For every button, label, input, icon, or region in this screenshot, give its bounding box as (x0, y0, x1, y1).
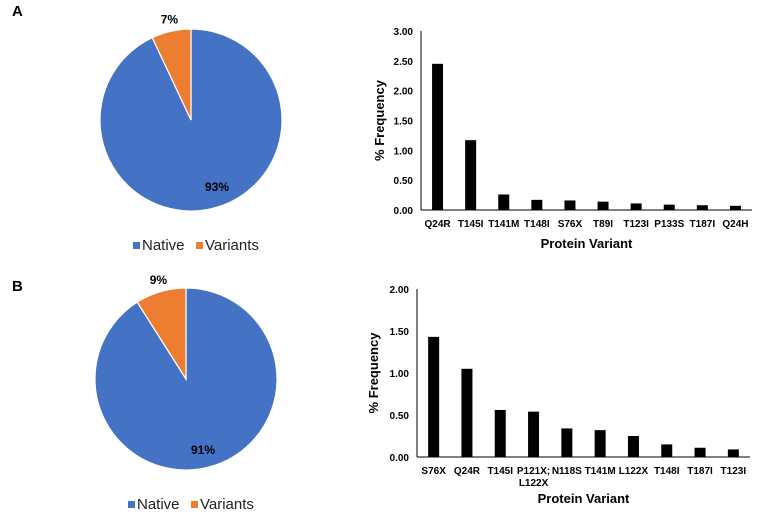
y-tick-label: 0.00 (394, 206, 414, 217)
bar (498, 194, 510, 210)
x-tick-label: T141M (488, 219, 519, 230)
x-tick-label: T187I (690, 219, 716, 230)
x-tick-label: Q24H (722, 219, 748, 230)
pie-slice-variants (136, 287, 187, 382)
y-tick-label: 1.00 (390, 369, 410, 380)
x-tick-label: P121X; L122X (517, 466, 550, 489)
x-tick-label: T148I (524, 219, 550, 230)
x-tick-label: T145I (487, 466, 513, 477)
y-tick-label: 0.50 (390, 411, 410, 422)
bar (597, 201, 609, 210)
legend-label-variants: Variants (200, 496, 254, 513)
bar (729, 205, 741, 210)
y-tick-label: 1.00 (394, 146, 414, 157)
y-tick-label: 1.50 (390, 327, 410, 338)
x-tick-label: Q24R (424, 219, 451, 230)
x-tick-label: T141M (585, 466, 616, 477)
x-tick-label: T89I (593, 219, 613, 230)
legend-label-native: Native (142, 237, 185, 254)
data-label-variants: 9% (150, 273, 168, 287)
bar (661, 444, 673, 457)
y-axis-title: % Frequency (366, 332, 381, 414)
x-tick-label: T123I (721, 466, 747, 477)
bar (630, 203, 642, 210)
x-tick-label: L122X (619, 466, 649, 477)
bar (494, 409, 506, 457)
data-label-variants: 7% (161, 12, 179, 26)
y-tick-label: 2.00 (394, 87, 414, 98)
y-tick-label: 2.50 (394, 57, 414, 68)
bar (696, 205, 708, 210)
x-tick-label: T145I (458, 219, 484, 230)
bar (465, 140, 477, 210)
bar (727, 449, 739, 457)
y-tick-label: 2.00 (390, 285, 410, 296)
legend-label-variants: Variants (205, 237, 259, 254)
bar (561, 428, 573, 457)
data-label-native: 91% (191, 443, 215, 457)
x-tick-label: P133S (654, 219, 684, 230)
bar (428, 336, 440, 457)
y-tick-label: 0.50 (394, 176, 414, 187)
legend-label-native: Native (137, 496, 180, 513)
x-tick-label: T123I (623, 219, 649, 230)
data-label-native: 93% (205, 180, 229, 194)
y-axis-title: % Frequency (372, 79, 387, 161)
legend-swatch-variants (196, 242, 203, 249)
x-tick-label: S76X (421, 466, 446, 477)
legend-swatch-native (133, 242, 140, 249)
bar (461, 368, 473, 457)
bar (531, 199, 543, 210)
legend-swatch-native (128, 501, 135, 508)
legend-swatch-variants (191, 501, 198, 508)
bar (594, 430, 606, 457)
panel-label-b: B (12, 278, 23, 295)
bar (432, 63, 444, 210)
panel-label-a: A (12, 3, 23, 20)
bar (694, 447, 706, 457)
bar (663, 204, 675, 210)
x-tick-label: T187I (687, 466, 713, 477)
y-tick-label: 1.50 (394, 117, 414, 128)
pie-slice-variants (151, 28, 192, 121)
bar (528, 411, 540, 457)
bar (627, 436, 639, 457)
x-axis-title: Protein Variant (538, 491, 630, 506)
x-tick-label: S76X (558, 219, 583, 230)
y-tick-label: 3.00 (394, 27, 414, 38)
x-tick-label: T148I (654, 466, 680, 477)
x-axis-title: Protein Variant (541, 236, 633, 251)
x-tick-label: Q24R (454, 466, 481, 477)
x-tick-label: N118S (552, 466, 582, 477)
bar (564, 200, 576, 210)
y-tick-label: 0.00 (390, 453, 410, 464)
